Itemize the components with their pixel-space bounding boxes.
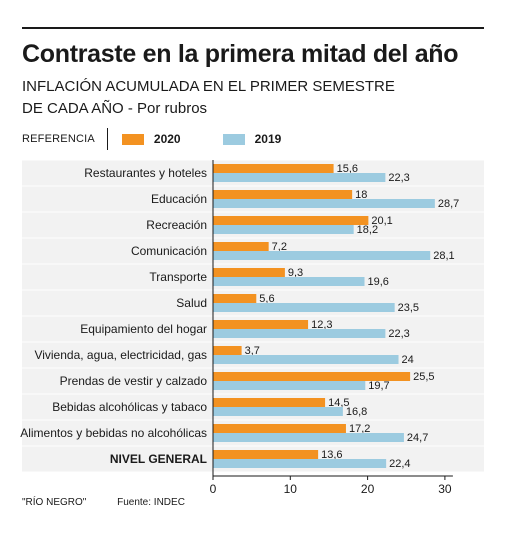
bar-2019 [213, 407, 343, 416]
bar-2019 [213, 199, 435, 208]
footer-source: Fuente: INDEC [117, 497, 185, 508]
category-label: Salud [176, 296, 207, 310]
bar-2019 [213, 329, 386, 338]
bar-2019 [213, 173, 386, 182]
category-label: Bebidas alcohólicas y tabaco [52, 400, 207, 414]
legend-label-2020: 2020 [153, 132, 181, 146]
category-label: Recreación [146, 218, 207, 232]
bar-2020 [213, 424, 346, 433]
bar-2020 [213, 372, 411, 381]
value-label-2020: 17,2 [349, 423, 370, 435]
bar-2019 [213, 251, 431, 260]
bar-2020 [213, 320, 309, 329]
legend: REFERENCIA 2020 2019 [22, 128, 323, 150]
bar-2020 [213, 294, 257, 303]
value-label-2019: 28,1 [433, 250, 454, 262]
bar-2020 [213, 164, 334, 173]
value-label-2020: 13,6 [321, 449, 342, 461]
bar-2020 [213, 216, 369, 225]
x-tick-label: 30 [438, 482, 452, 496]
value-label-2019: 16,8 [346, 406, 367, 418]
category-label: Comunicación [131, 244, 207, 258]
value-label-2019: 23,5 [398, 302, 419, 314]
bar-2019 [213, 459, 387, 468]
category-label: Restaurantes y hoteles [84, 166, 207, 180]
value-label-2019: 24,7 [407, 432, 428, 444]
category-label: NIVEL GENERAL [110, 452, 207, 466]
category-label: Alimentos y bebidas no alcohólicas [20, 426, 207, 440]
chart-title: Contraste en la primera mitad del año [22, 40, 459, 68]
value-label-2020: 5,6 [259, 293, 274, 305]
footer: "RÍO NEGRO" Fuente: INDEC [22, 497, 213, 508]
bar-2020 [213, 190, 353, 199]
bar-2020 [213, 346, 242, 355]
bar-2019 [213, 225, 354, 234]
value-label-2019: 19,6 [368, 276, 389, 288]
value-label-2019: 24 [402, 354, 414, 366]
legend-divider [106, 128, 108, 150]
bar-2020 [213, 450, 319, 459]
value-label-2020: 9,3 [288, 267, 303, 279]
value-label-2019: 18,2 [357, 224, 378, 236]
bar-2019 [213, 277, 365, 286]
category-label: Vivienda, agua, electricidad, gas [34, 348, 207, 362]
x-tick-label: 10 [284, 482, 298, 496]
value-label-2019: 22,3 [388, 328, 409, 340]
category-label: Transporte [149, 270, 207, 284]
value-label-2020: 20,1 [371, 215, 392, 227]
category-label: Educación [151, 192, 207, 206]
value-label-2020: 18 [355, 189, 367, 201]
legend-label-2019: 2019 [254, 132, 282, 146]
value-label-2020: 15,6 [337, 163, 358, 175]
bar-2019 [213, 381, 366, 390]
value-label-2019: 19,7 [368, 380, 389, 392]
bar-2020 [213, 398, 326, 407]
value-label-2020: 3,7 [245, 345, 260, 357]
bar-2020 [213, 242, 269, 251]
value-label-2020: 14,5 [328, 397, 349, 409]
bar-2019 [213, 355, 399, 364]
value-label-2020: 12,3 [311, 319, 332, 331]
bar-2020 [213, 268, 285, 277]
value-label-2019: 22,4 [389, 458, 410, 470]
value-label-2020: 25,5 [413, 371, 434, 383]
footer-brand: "RÍO NEGRO" [22, 497, 87, 508]
value-label-2020: 7,2 [272, 241, 287, 253]
legend-label: REFERENCIA [22, 133, 95, 145]
x-tick-label: 0 [210, 482, 217, 496]
category-label: Prendas de vestir y calzado [60, 374, 208, 388]
legend-swatch-2019 [222, 133, 245, 145]
value-label-2019: 28,7 [438, 198, 459, 210]
chart-subtitle: INFLACIÓN ACUMULADA EN EL PRIMER SEMESTR… [22, 76, 395, 120]
top-rule [22, 27, 484, 29]
value-label-2019: 22,3 [388, 172, 409, 184]
subtitle-line-1: INFLACIÓN ACUMULADA EN EL PRIMER SEMESTR… [22, 78, 395, 95]
bar-2019 [213, 433, 404, 442]
subtitle-line-2: DE CADA AÑO - Por rubros [22, 100, 208, 117]
legend-swatch-2020 [121, 133, 144, 145]
category-label: Equipamiento del hogar [80, 322, 207, 336]
bar-2019 [213, 303, 395, 312]
x-tick-label: 20 [361, 482, 375, 496]
